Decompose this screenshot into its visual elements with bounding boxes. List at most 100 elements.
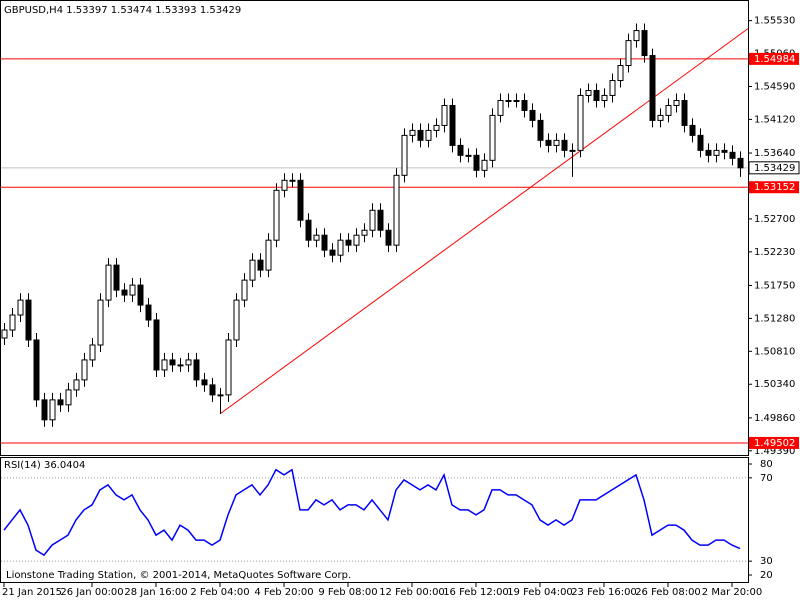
candle-body [177,364,184,367]
candle-body [81,359,88,381]
candle-body [433,124,440,131]
rsi-line [3,468,741,557]
candle-body [689,124,696,136]
candle-body [401,134,408,176]
candle-body [529,109,536,121]
y-tick-label: 20 [760,570,773,581]
candle-body [321,234,328,251]
candle-body [265,239,272,271]
candle-body [257,259,264,271]
candle-body [129,284,136,296]
candle-body [89,344,96,361]
candle-body [49,399,56,421]
candle-body [593,89,600,101]
candle-body [577,94,584,151]
level-label: 1.49502 [754,438,795,449]
bid-box [748,161,800,175]
candle-body [97,299,104,346]
x-tick-label: 26 Jan 00:00 [60,587,123,598]
x-tick-label: 26 Feb 08:00 [635,587,701,598]
rsi-pane [0,457,749,583]
candle-body [673,99,680,106]
level-box [749,181,799,194]
candle-body [609,80,616,96]
x-tick-label: 19 Feb 04:00 [507,587,573,598]
candle-body [625,40,632,67]
rsi-title: RSI(14) 36.0404 [4,460,85,471]
x-tick-label: 21 Jan 2015 [2,587,62,598]
candle-body [553,139,560,146]
x-tick-label: 2 Mar 20:00 [702,587,762,598]
y-tick-label: 1.50810 [754,346,795,357]
candle-body [297,179,304,221]
candle-body [409,129,416,136]
bid-label: 1.53429 [754,163,795,174]
candle-body [25,299,32,341]
x-tick-label: 12 Feb 00:00 [379,587,445,598]
candle-body [233,299,240,341]
footer: Lionstone Trading Station, © 2001-2014, … [6,570,351,581]
level-box [749,436,799,449]
candle-body [561,139,568,151]
candle-body [721,149,728,153]
candle-body [9,314,16,331]
y-tick-label: 1.49860 [754,413,795,424]
candle-body [441,104,448,126]
candle-body [113,264,120,291]
candle-body [329,249,336,256]
candle-body [417,129,424,141]
candle-body [497,99,504,116]
candle-body [521,99,528,111]
y-tick-label: 1.54120 [754,114,795,125]
candle-body [161,359,168,371]
candle-body [513,99,520,102]
y-tick-label: 1.53640 [754,148,795,159]
candle-body [705,149,712,156]
candle-body [657,114,664,121]
y-tick-label: 1.55530 [754,16,795,27]
candle-body [217,394,224,397]
y-tick-label: 1.52230 [754,247,795,258]
chart-title: GBPUSD,H4 1.53397 1.53474 1.53393 1.5342… [4,5,241,16]
candle-body [465,154,472,157]
candle-body [289,179,296,182]
candle-body [185,359,192,366]
x-tick-label: 4 Feb 20:00 [254,587,313,598]
candle-body [505,99,512,102]
candle-body [305,219,312,241]
candle-body [1,329,8,339]
candle-body [33,339,40,401]
candle-body [457,144,464,156]
candle-body [545,139,552,146]
candle-body [313,234,320,241]
y-tick-label: 1.50340 [754,379,795,390]
candle-body [193,359,200,381]
candle-body [169,359,176,366]
x-tick-label: 9 Feb 08:00 [318,587,377,598]
candle-body [73,379,80,391]
main-pane [0,0,749,456]
candle-body [241,279,248,301]
candle-body [337,239,344,256]
candle-body [601,94,608,101]
candle-body [481,159,488,171]
x-tick-label: 28 Jan 16:00 [124,587,187,598]
candle-body [225,339,232,396]
y-tick-label: 30 [760,556,773,567]
candle-body [649,55,656,121]
candle-body [729,151,736,159]
trend-line [219,28,749,415]
candle-body [713,149,720,156]
candle-body [385,229,392,246]
y-tick-label: 80 [760,459,773,470]
candle-body [201,379,208,386]
candle-body [393,174,400,246]
candle-body [473,154,480,171]
candle-body [145,304,152,321]
candle-body [17,299,24,316]
candle-body [665,104,672,116]
candle-body [633,30,640,42]
candle-body [369,209,376,231]
